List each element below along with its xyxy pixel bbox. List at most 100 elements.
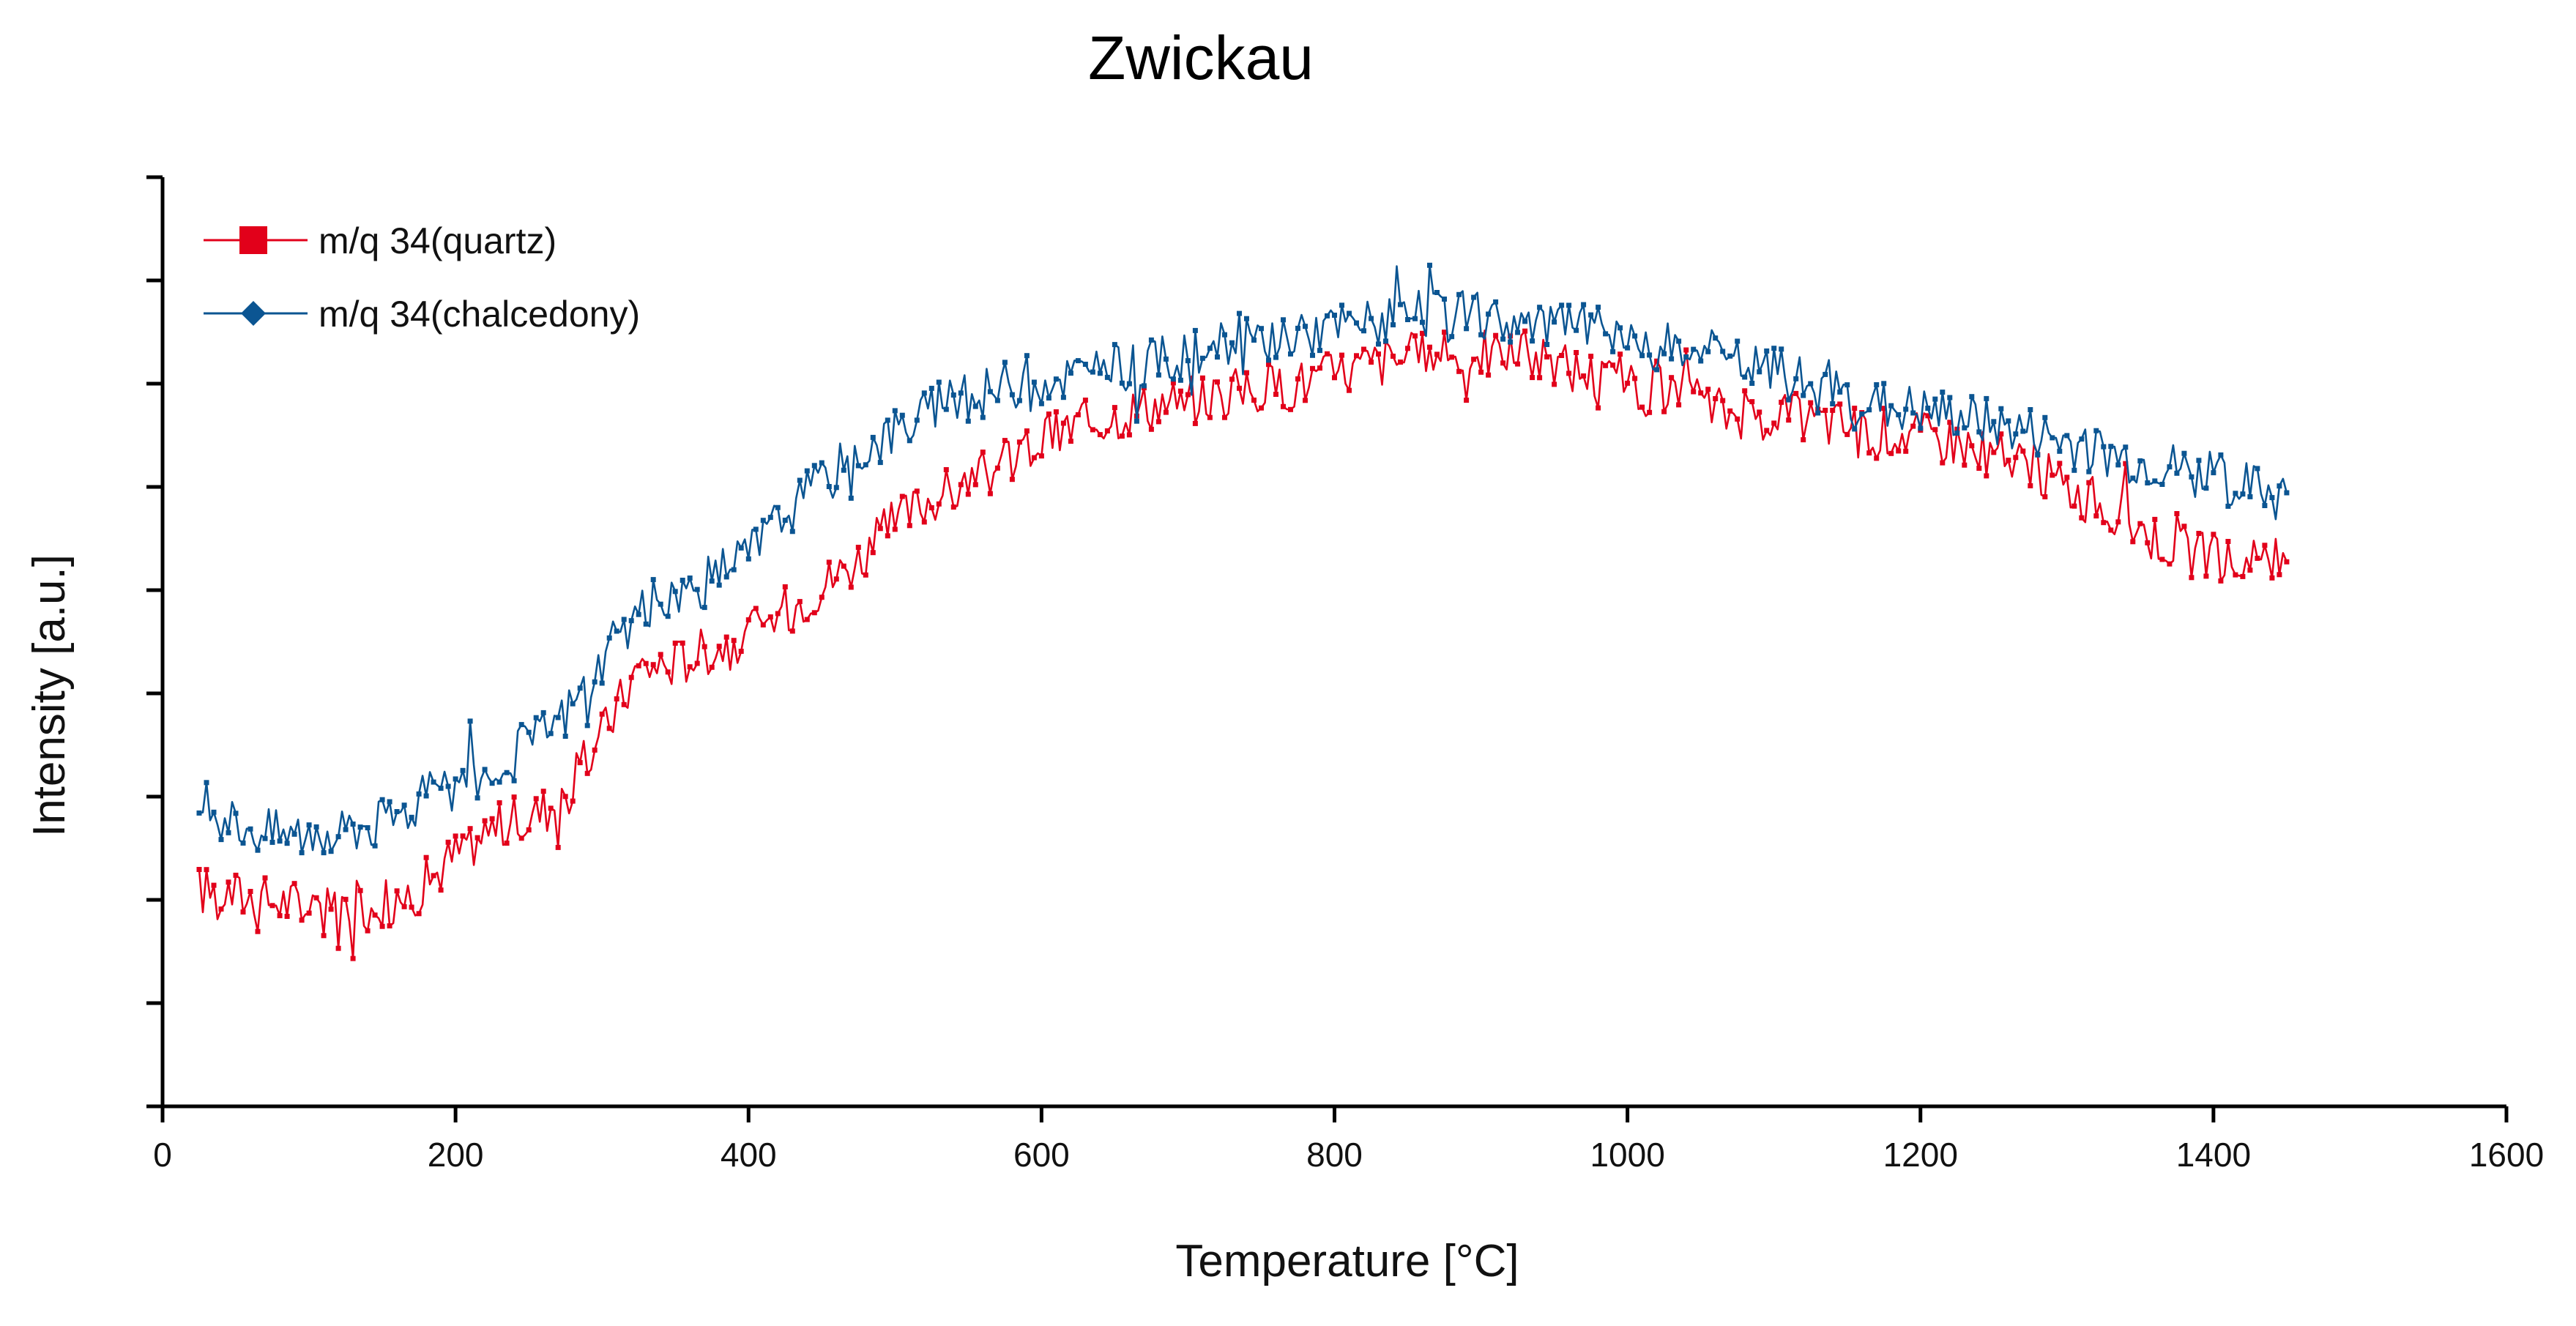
point-chalcedony: [1603, 331, 1609, 337]
point-quartz: [1038, 453, 1044, 459]
point-quartz: [460, 833, 466, 839]
point-quartz: [921, 519, 927, 525]
chart-title: Zwickau: [1088, 23, 1314, 92]
legend-marker-quartz: [239, 226, 267, 254]
point-chalcedony: [1251, 338, 1257, 343]
point-quartz: [1603, 362, 1609, 368]
point-chalcedony: [665, 614, 671, 619]
point-quartz: [687, 664, 693, 670]
point-quartz: [233, 872, 239, 878]
point-quartz: [1456, 368, 1462, 374]
point-quartz: [2137, 521, 2143, 526]
point-quartz: [2108, 527, 2114, 533]
point-quartz: [2020, 448, 2026, 454]
point-quartz: [1669, 375, 1675, 381]
point-quartz: [1530, 375, 1535, 381]
point-chalcedony: [2101, 444, 2107, 450]
point-quartz: [1515, 361, 1521, 367]
point-quartz: [599, 711, 605, 717]
point-chalcedony: [423, 793, 429, 799]
point-quartz: [255, 928, 261, 934]
point-chalcedony: [2050, 435, 2055, 441]
point-chalcedony: [577, 685, 583, 691]
point-chalcedony: [2071, 467, 2077, 473]
point-chalcedony: [1566, 302, 1572, 308]
point-chalcedony: [819, 460, 824, 466]
point-quartz: [892, 526, 898, 532]
point-chalcedony: [1090, 369, 1095, 375]
point-chalcedony: [738, 545, 744, 551]
point-chalcedony: [804, 468, 810, 474]
point-chalcedony: [387, 799, 392, 805]
point-chalcedony: [1229, 340, 1235, 346]
point-chalcedony: [1222, 332, 1227, 338]
legend-label-chalcedony: m/q 34(chalcedony): [319, 294, 640, 335]
x-tick-label-400: 400: [721, 1136, 777, 1174]
point-chalcedony: [1361, 328, 1366, 334]
point-chalcedony: [1757, 369, 1762, 375]
point-quartz: [1295, 376, 1300, 381]
point-quartz: [1727, 408, 1733, 414]
point-quartz: [628, 674, 634, 680]
point-chalcedony: [636, 611, 641, 617]
point-quartz: [321, 933, 327, 939]
point-chalcedony: [1493, 299, 1499, 305]
point-quartz: [350, 956, 356, 961]
point-chalcedony: [1412, 316, 1418, 321]
point-chalcedony: [1793, 376, 1799, 381]
point-chalcedony: [1537, 305, 1543, 310]
point-quartz: [416, 911, 422, 917]
point-quartz: [2167, 561, 2173, 567]
x-tick-label-1200: 1200: [1883, 1136, 1958, 1174]
point-quartz: [943, 467, 949, 472]
series-line-quartz: [198, 329, 2288, 960]
point-chalcedony: [1888, 403, 1894, 409]
point-quartz: [1808, 400, 1814, 406]
point-chalcedony: [504, 770, 510, 775]
point-quartz: [2211, 532, 2216, 537]
point-chalcedony: [826, 484, 832, 489]
point-quartz: [1339, 352, 1344, 358]
point-chalcedony: [606, 635, 612, 641]
point-quartz: [1676, 402, 1682, 408]
point-chalcedony: [1420, 319, 1425, 325]
point-chalcedony: [291, 831, 297, 837]
point-chalcedony: [1859, 411, 1865, 417]
point-chalcedony: [943, 406, 949, 412]
point-chalcedony: [379, 797, 385, 802]
point-quartz: [409, 904, 414, 910]
point-quartz: [965, 491, 971, 497]
point-quartz: [1888, 450, 1894, 456]
point-quartz: [1801, 437, 1806, 443]
point-quartz: [518, 835, 524, 841]
point-chalcedony: [533, 715, 539, 720]
point-quartz: [2028, 483, 2033, 488]
point-chalcedony: [2086, 469, 2092, 474]
point-quartz: [760, 622, 766, 627]
point-chalcedony: [892, 408, 898, 414]
x-tick-labels: 0 200 400 600 800 1000 1200 1400 1600: [153, 1136, 2544, 1174]
point-chalcedony: [474, 795, 480, 801]
legend: m/q 34(quartz) m/q 34(chalcedony): [204, 220, 640, 335]
point-quartz: [1464, 398, 1470, 403]
point-chalcedony: [694, 586, 700, 592]
point-chalcedony: [1237, 310, 1242, 316]
point-chalcedony: [1163, 356, 1169, 362]
point-quartz: [262, 875, 268, 881]
point-chalcedony: [1112, 342, 1117, 348]
point-chalcedony: [2020, 428, 2026, 434]
point-chalcedony: [592, 679, 598, 685]
point-quartz: [885, 533, 890, 539]
point-chalcedony: [1199, 355, 1205, 361]
point-quartz: [365, 928, 371, 934]
point-quartz: [592, 747, 598, 753]
point-quartz: [650, 662, 656, 668]
point-quartz: [606, 726, 612, 731]
point-chalcedony: [2108, 444, 2114, 450]
point-quartz: [1618, 351, 1623, 357]
point-quartz: [218, 906, 224, 912]
x-tick-label-800: 800: [1306, 1136, 1363, 1174]
point-quartz: [1844, 431, 1850, 437]
point-chalcedony: [760, 518, 766, 524]
point-quartz: [1552, 381, 1557, 387]
